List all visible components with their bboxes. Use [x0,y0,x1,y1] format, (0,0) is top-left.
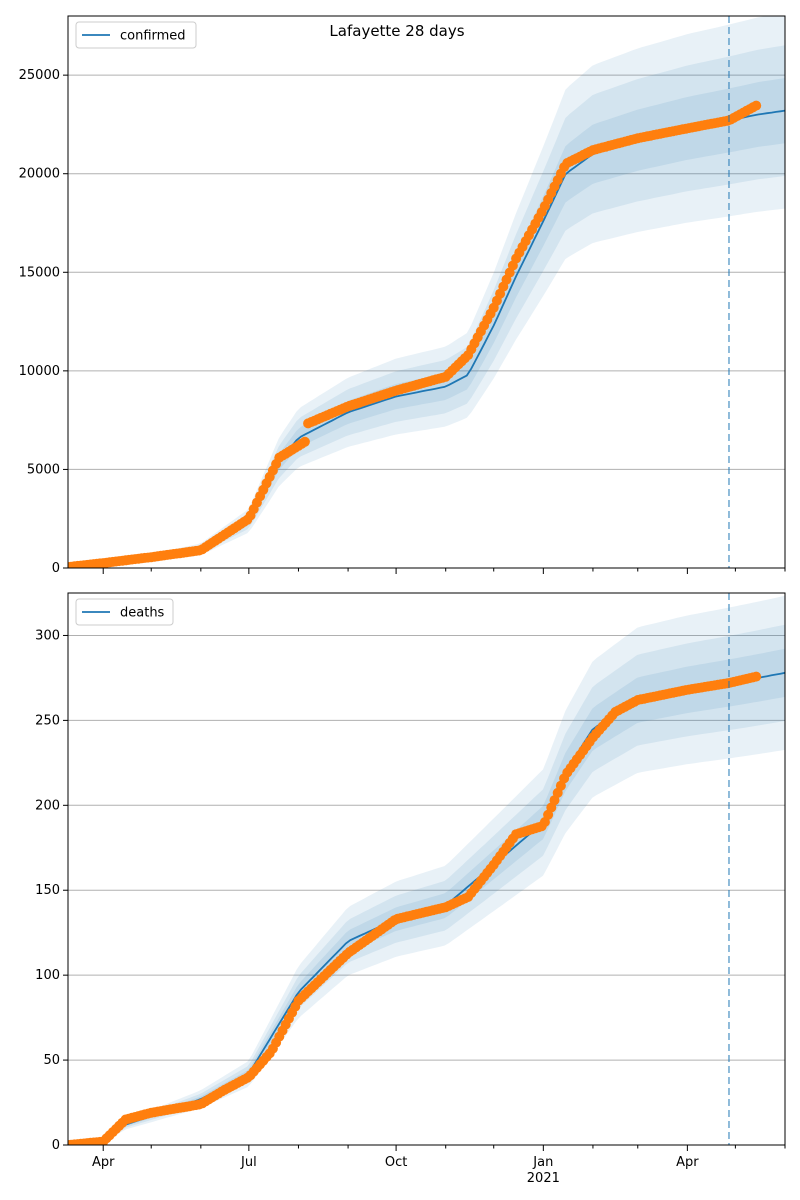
observed-series [68,671,762,1145]
observed-point [299,436,310,447]
legend-label: deaths [120,606,165,621]
x-tick-year-label: 2021 [527,1171,560,1186]
observed-point [751,671,762,682]
uncertainty-band [68,16,785,568]
legend-label: confirmed [120,29,186,44]
y-tick-label: 100 [35,968,60,983]
y-tick-label: 25000 [19,68,60,83]
y-tick-label: 300 [35,628,60,643]
y-tick-label: 0 [52,1138,60,1153]
x-tick-label: Jul [240,1155,257,1170]
uncertainty-band [68,78,785,568]
y-tick-label: 10000 [19,364,60,379]
plot-area [68,16,785,568]
y-tick-label: 150 [35,883,60,898]
y-tick-label: 200 [35,798,60,813]
uncertainty-band [68,595,785,1145]
y-tick-label: 0 [52,561,60,576]
legend-box [75,598,174,626]
confirmed-panel: 0 5000 10000 15000 20000 25000 confirmed [19,15,786,576]
axes-frame [67,15,786,569]
x-tick-label: Oct [385,1155,407,1170]
axes-frame [67,592,786,1146]
y-tick-label: 5000 [27,462,60,477]
legend: deaths [75,598,174,626]
uncertainty-band [68,624,785,1145]
uncertainty-band [68,45,785,568]
legend: confirmed [75,21,197,49]
observed-series [68,100,762,568]
y-tick-label: 15000 [19,265,60,280]
plot-area [68,595,785,1145]
y-tick-label: 250 [35,713,60,728]
legend-box [75,21,197,49]
x-tick-label: Jan [532,1155,553,1170]
deaths-panel: 0 50 100 150 200 250 300 deaths [35,592,786,1153]
y-tick-label: 20000 [19,167,60,182]
uncertainty-band [68,648,785,1145]
chart-title: Lafayette 28 days [329,22,464,40]
x-tick-label: Apr [92,1155,115,1170]
observed-point [751,100,762,111]
x-tick-label: Apr [676,1155,699,1170]
y-tick-label: 50 [43,1053,60,1068]
